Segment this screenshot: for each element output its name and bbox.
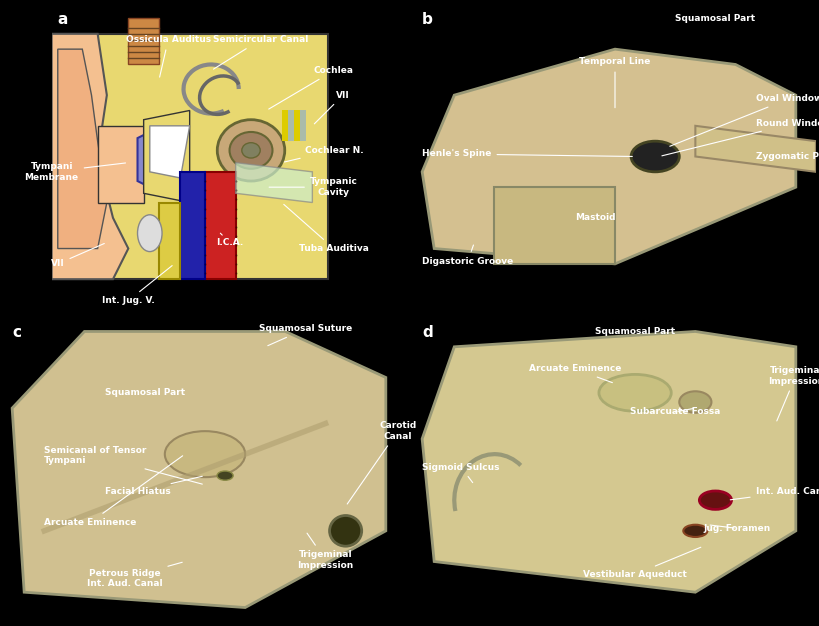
Text: Squamosal Part: Squamosal Part [105,388,184,398]
Text: Squamosal Suture: Squamosal Suture [259,324,351,346]
Text: Oval Window: Oval Window [669,95,819,146]
Polygon shape [12,332,386,607]
Polygon shape [287,111,293,141]
Text: VII: VII [51,244,104,269]
Text: Semicanal of Tensor
Tympani: Semicanal of Tensor Tympani [44,446,202,484]
Ellipse shape [138,215,162,252]
Text: VII: VII [314,91,350,124]
Polygon shape [97,34,328,279]
Text: d: d [422,326,432,341]
Ellipse shape [329,516,361,546]
Text: Digastoric Groove: Digastoric Groove [422,245,513,266]
Text: Subarcuate Fossa: Subarcuate Fossa [629,408,720,416]
Polygon shape [282,111,287,141]
Polygon shape [138,132,150,187]
Text: Tympani
Membrane: Tympani Membrane [25,162,125,182]
Text: Vestibular Aqueduct: Vestibular Aqueduct [582,547,700,579]
Polygon shape [57,49,106,249]
Text: Semicircular Canal: Semicircular Canal [212,36,307,69]
Ellipse shape [598,374,671,411]
Polygon shape [52,34,128,279]
Text: Trigeminal
Impression: Trigeminal Impression [297,533,353,570]
Text: b: b [422,13,432,28]
Polygon shape [159,203,180,279]
Polygon shape [180,172,205,279]
Text: Arcuate Eminence: Arcuate Eminence [44,456,183,526]
Ellipse shape [631,141,678,172]
Polygon shape [235,163,312,203]
Text: Facial Hiatus: Facial Hiatus [105,476,202,496]
Ellipse shape [165,431,245,477]
Text: Carotid
Canal: Carotid Canal [346,421,416,504]
Ellipse shape [217,471,233,480]
Polygon shape [695,126,815,172]
Text: Squamosal Part: Squamosal Part [595,327,674,336]
Text: Ossicula Auditus: Ossicula Auditus [125,36,210,77]
Text: Sigmoid Sulcus: Sigmoid Sulcus [422,463,499,483]
Text: Round Window: Round Window [661,119,819,156]
Polygon shape [300,111,305,141]
Text: Cochlear N.: Cochlear N. [284,146,363,162]
Text: Squamosal Part: Squamosal Part [675,14,754,23]
Polygon shape [494,187,614,264]
Text: c: c [12,326,21,341]
Text: Trigeminal
Impression: Trigeminal Impression [767,366,819,421]
Polygon shape [143,111,189,203]
Polygon shape [205,172,235,279]
Ellipse shape [678,391,711,413]
Text: Henle's Spine: Henle's Spine [422,150,631,158]
Text: Temporal Line: Temporal Line [578,58,650,108]
Polygon shape [97,126,143,203]
Polygon shape [422,332,795,592]
Polygon shape [150,126,189,178]
Text: Int. Aud. Canal: Int. Aud. Canal [730,487,819,500]
Text: a: a [57,13,68,28]
Text: Petrous Ridge
Int. Aud. Canal: Petrous Ridge Int. Aud. Canal [87,562,182,588]
Ellipse shape [217,120,284,181]
Text: Int. Jug. V.: Int. Jug. V. [102,265,172,305]
Polygon shape [128,18,159,64]
Text: Tuba Auditiva: Tuba Auditiva [283,204,369,253]
Ellipse shape [229,132,272,169]
Text: Tympanic
Cavity: Tympanic Cavity [269,178,357,197]
Ellipse shape [682,525,707,537]
Ellipse shape [242,143,260,158]
Text: Zygomatic Process: Zygomatic Process [755,152,819,161]
Text: Cochlea: Cochlea [269,66,354,109]
Text: I.C.A.: I.C.A. [215,233,243,247]
Text: Jug. Foramen: Jug. Foramen [703,524,770,533]
Text: Mastoid: Mastoid [574,213,614,222]
Polygon shape [422,49,795,264]
Ellipse shape [699,491,731,510]
Text: Arcuate Eminence: Arcuate Eminence [528,364,620,382]
Polygon shape [293,111,300,141]
